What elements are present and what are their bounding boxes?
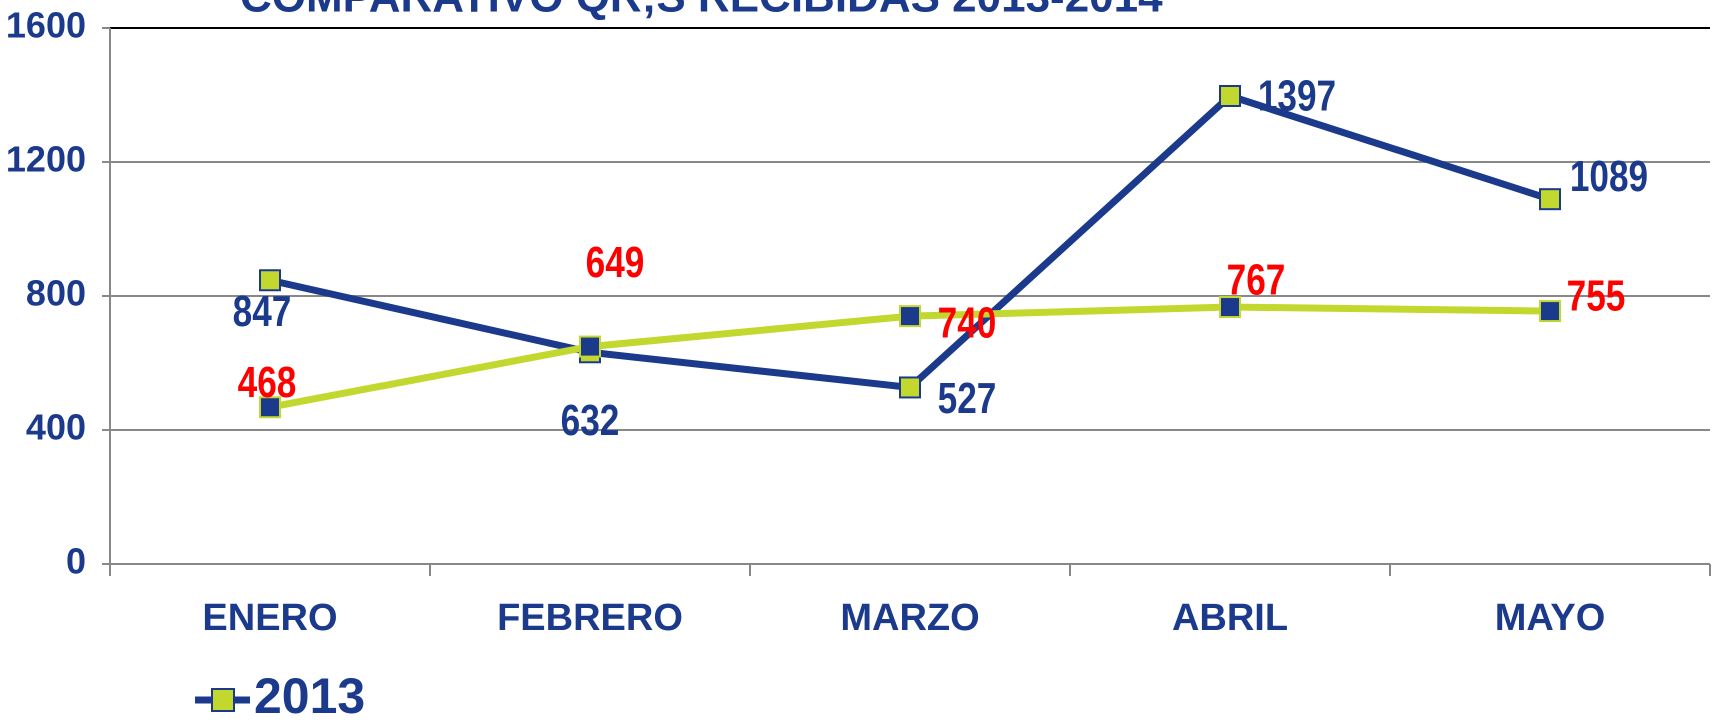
marker (899, 376, 921, 399)
marker (1539, 188, 1561, 211)
x-tick-label: FEBRERO (497, 597, 683, 639)
y-tick-label: 1200 (6, 139, 86, 180)
marker (1219, 296, 1241, 319)
data-label: 1089 (1570, 152, 1648, 201)
data-label: 1397 (1258, 72, 1336, 121)
y-tick-label: 800 (26, 273, 86, 314)
marker (899, 305, 921, 328)
marker (259, 269, 281, 292)
marker (579, 335, 601, 358)
marker (1539, 300, 1561, 323)
chart-title: COMPARATIVO QR;S RECIBIDAS 2013-2014 (240, 0, 1163, 22)
x-tick-label: MAYO (1495, 597, 1606, 639)
x-tick-label: MARZO (840, 597, 979, 639)
data-label: 649 (586, 239, 645, 288)
data-label: 527 (938, 374, 997, 423)
y-tick-label: 1600 (6, 5, 86, 46)
data-label: 767 (1227, 256, 1286, 305)
data-label: 632 (561, 396, 620, 445)
x-tick-label: ABRIL (1172, 597, 1288, 639)
data-label: 755 (1567, 272, 1626, 321)
x-tick-label: ENERO (202, 597, 337, 639)
legend-label: 2013 (254, 668, 365, 723)
series-line (269, 92, 1552, 392)
data-label: 847 (233, 287, 292, 336)
y-tick-label: 0 (66, 541, 86, 582)
y-tick-label: 400 (26, 407, 86, 448)
marker (1219, 85, 1241, 108)
legend-marker (211, 688, 235, 712)
data-label: 740 (938, 299, 997, 348)
data-label: 468 (238, 358, 297, 407)
marker (259, 396, 281, 419)
